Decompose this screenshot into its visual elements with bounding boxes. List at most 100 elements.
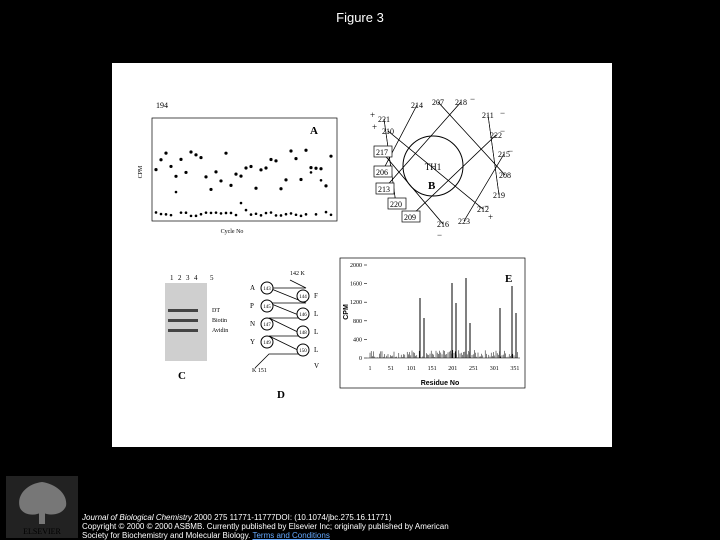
trace-dot <box>164 151 168 155</box>
residue-circle <box>260 281 274 295</box>
residue-number: 150 <box>299 349 307 354</box>
trace-dot <box>254 212 258 216</box>
residue-circle <box>260 317 274 331</box>
residue-number: 211 <box>482 111 494 120</box>
charge-sign: − <box>500 126 505 136</box>
trace-dot <box>224 211 228 215</box>
trace-dot <box>234 172 238 176</box>
residue-number: 148 <box>299 331 307 336</box>
chain-bottom: K 151 <box>252 368 267 374</box>
wheel-spoke <box>383 101 462 190</box>
trace-dot <box>309 171 313 174</box>
trace-dot <box>169 213 173 217</box>
y-tick-label: 1200 <box>350 300 362 306</box>
trace-dot <box>329 154 333 158</box>
society: Society for Biochemistry and Molecular B… <box>82 531 253 540</box>
panel-b: TH1 B 214 207 218 211 221 210 222 217 215 206 208 2… <box>370 94 513 240</box>
residue-number: 206 <box>376 168 388 177</box>
x-tick-label: 201 <box>448 366 457 372</box>
trace-dot <box>174 174 178 178</box>
trace-dot <box>304 148 308 152</box>
trace-dot <box>259 168 263 172</box>
charge-sign: − <box>500 108 505 118</box>
panel-label: B <box>428 180 436 192</box>
y-axis-label: CPM <box>343 304 350 320</box>
trace-dot <box>244 166 248 170</box>
trace-dot <box>274 159 278 163</box>
residue-number: 223 <box>458 217 470 226</box>
trace-dot <box>184 211 188 215</box>
charge-sign: + <box>370 110 375 120</box>
trace-dot <box>239 174 243 178</box>
residue-circle <box>296 307 310 321</box>
residue-letter: L <box>314 328 318 336</box>
residue-box <box>375 182 395 195</box>
residue-number: 221 <box>378 115 390 124</box>
wheel-spoke <box>463 153 505 222</box>
trace-dot <box>314 213 318 216</box>
residue-number: 209 <box>404 213 416 222</box>
y-tick-label: 400 <box>353 337 362 343</box>
residue-number: 207 <box>432 98 444 107</box>
helix-circle <box>402 135 464 197</box>
y-tick-label: 2000 <box>350 263 362 269</box>
lane-number: 5 <box>210 274 214 282</box>
trace-dot <box>249 164 253 169</box>
residue-number: 222 <box>490 131 502 140</box>
x-axis-label: Residue No <box>421 380 460 387</box>
y-tick-label: 1600 <box>350 282 362 288</box>
footer-citation: Journal of Biological Chemistry 2000 275… <box>82 513 392 523</box>
trace-dot <box>184 170 188 175</box>
trace-dot <box>154 211 158 214</box>
trace-dot <box>264 166 268 170</box>
trace-dot <box>329 213 333 217</box>
residue-number: 215 <box>498 150 510 159</box>
journal-name: Journal of Biological Chemistry <box>82 513 192 522</box>
footer-society: Society for Biochemistry and Molecular B… <box>82 531 330 540</box>
residue-number: 219 <box>493 191 505 200</box>
wheel-spoke <box>409 134 497 218</box>
trace-dot <box>169 164 173 169</box>
lane-number: 3 <box>186 274 190 282</box>
slide-title: Figure 3 <box>336 10 384 25</box>
figure-background <box>112 63 612 447</box>
residue-box <box>373 145 393 158</box>
charge-sign: + <box>372 122 377 132</box>
charge-sign: − <box>437 230 442 240</box>
residue-letter: A <box>250 284 255 292</box>
trace-dot <box>179 211 183 214</box>
gel-band <box>168 309 198 312</box>
residue-number: 146 <box>299 313 307 318</box>
trace-dot <box>314 166 318 170</box>
charge-sign: − <box>508 146 513 156</box>
x-tick-label: 101 <box>407 366 416 372</box>
trace-dot <box>239 201 243 205</box>
logo-trunk <box>39 508 45 524</box>
panel-a-frame <box>151 117 338 222</box>
chain-top: 142 K <box>290 271 306 277</box>
trace-dot <box>289 149 293 153</box>
terms-link[interactable]: Terms and Conditions <box>252 531 330 540</box>
trace-dot <box>324 184 328 188</box>
residue-number: 218 <box>455 98 467 107</box>
residue-letter: P <box>250 302 254 310</box>
residue-letter: V <box>314 362 319 370</box>
trace-dot <box>194 153 198 157</box>
trace-dot <box>204 211 208 214</box>
trace-dot <box>174 190 178 194</box>
y-tick-label: 0 <box>359 356 362 362</box>
charge-sign: − <box>484 201 489 211</box>
trace-dot <box>159 212 163 216</box>
citation: 2000 275 11771-11777DOI: (10.1074/jbc.27… <box>191 513 392 522</box>
trace-dot <box>194 214 198 218</box>
trace-dot <box>209 187 213 192</box>
trace-dot <box>159 158 163 162</box>
trace-dot <box>204 175 208 179</box>
x-tick-label: 1 <box>369 366 372 372</box>
residue-number: 212 <box>477 205 489 214</box>
wheel-spoke <box>381 104 418 173</box>
trace-dot <box>324 210 328 214</box>
residue-number: 217 <box>376 148 388 157</box>
trace-dot <box>294 213 298 217</box>
